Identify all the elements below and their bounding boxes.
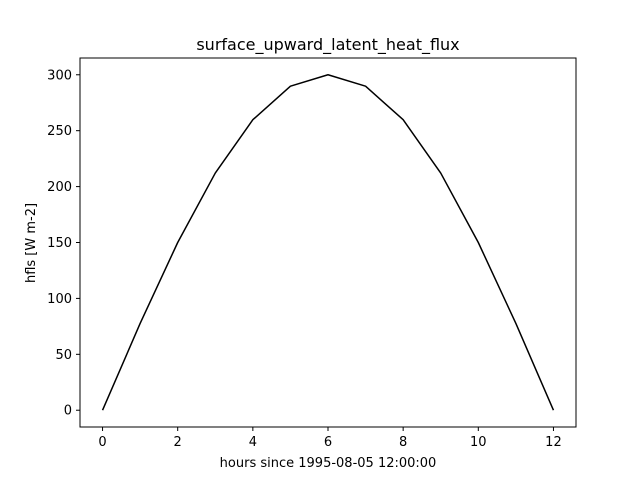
y-tick-label: 100 [47, 292, 72, 307]
x-axis-label: hours since 1995-08-05 12:00:00 [220, 456, 437, 471]
x-tick-label: 10 [470, 435, 487, 450]
y-tick-label: 300 [47, 68, 72, 83]
y-tick-label: 200 [47, 180, 72, 195]
x-tick-label: 2 [174, 435, 182, 450]
x-tick-label: 6 [324, 435, 332, 450]
y-axis-label: hfls [W m-2] [24, 203, 39, 283]
x-tick-label: 8 [399, 435, 407, 450]
x-tick-label: 12 [545, 435, 562, 450]
x-axis-ticks: 0 2 4 6 8 10 12 [98, 427, 562, 450]
y-tick-label: 250 [47, 124, 72, 139]
x-tick-label: 0 [98, 435, 106, 450]
y-tick-label: 0 [64, 404, 72, 419]
series-line [101, 74, 555, 411]
x-tick-label: 4 [249, 435, 257, 450]
y-tick-label: 150 [47, 236, 72, 251]
axes-frame [79, 57, 577, 428]
chart-title: surface_upward_latent_heat_flux [196, 35, 459, 55]
y-tick-label: 50 [55, 348, 72, 363]
y-axis-ticks: 0 50 100 150 200 250 300 [47, 68, 80, 419]
